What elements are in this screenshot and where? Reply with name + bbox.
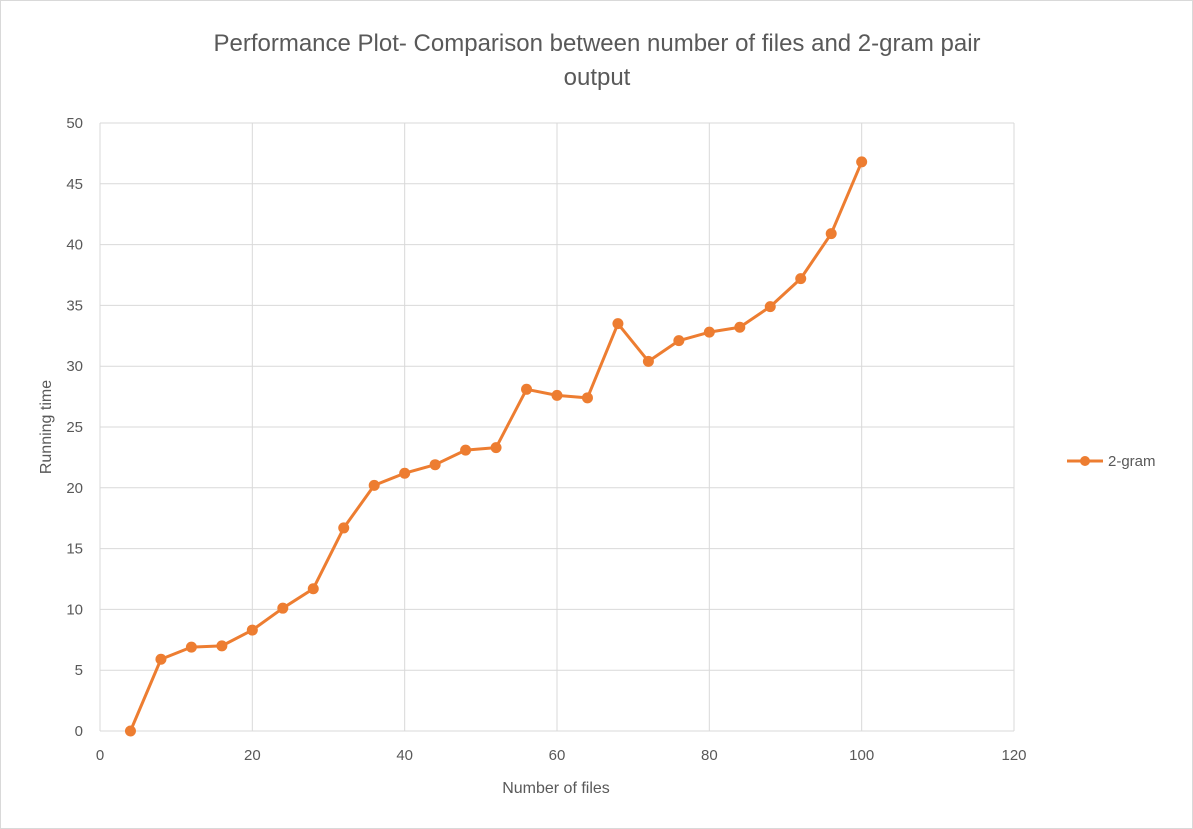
legend-marker-2-gram xyxy=(1080,456,1090,466)
x-tick-label: 20 xyxy=(244,747,261,764)
y-tick-label: 30 xyxy=(66,358,83,375)
data-point xyxy=(490,442,502,454)
data-point xyxy=(460,444,472,456)
x-axis-title: Number of files xyxy=(502,780,610,797)
data-point xyxy=(521,383,533,395)
data-point xyxy=(338,522,350,534)
data-point xyxy=(825,228,837,240)
legend-label-2-gram: 2-gram xyxy=(1108,453,1156,470)
data-point xyxy=(673,335,685,347)
data-point xyxy=(856,156,868,168)
x-tick-label: 0 xyxy=(96,747,104,764)
y-axis-title: Running time xyxy=(38,380,55,474)
y-tick-label: 15 xyxy=(66,541,83,558)
y-tick-label: 40 xyxy=(66,237,83,254)
y-tick-label: 25 xyxy=(66,419,83,436)
data-point xyxy=(368,479,380,491)
grid-lines xyxy=(99,122,1015,732)
x-tick-label: 100 xyxy=(849,747,874,764)
data-point xyxy=(277,602,289,614)
data-point xyxy=(246,624,258,636)
x-tick-label: 120 xyxy=(1001,747,1026,764)
y-tick-label: 35 xyxy=(66,297,83,314)
data-point xyxy=(307,583,319,595)
data-point xyxy=(764,301,776,313)
legend: 2-gram xyxy=(1067,453,1156,470)
data-point xyxy=(795,273,807,285)
y-tick-label: 10 xyxy=(66,601,83,618)
data-point xyxy=(185,641,197,653)
y-tick-label: 45 xyxy=(66,176,83,193)
data-point xyxy=(581,392,593,404)
chart-title-line-2: output xyxy=(564,64,631,91)
x-tick-label: 60 xyxy=(549,747,566,764)
data-point xyxy=(612,318,624,330)
data-point xyxy=(399,467,411,479)
x-tick-label: 40 xyxy=(396,747,413,764)
y-tick-label: 20 xyxy=(66,480,83,497)
y-tick-label: 50 xyxy=(66,115,83,132)
x-axis-ticks: 0 20 40 60 80 100 120 xyxy=(96,747,1027,764)
data-point xyxy=(642,355,654,367)
data-point xyxy=(734,321,746,333)
data-point xyxy=(155,653,167,665)
data-point xyxy=(216,640,228,652)
data-point xyxy=(551,389,563,401)
y-tick-label: 0 xyxy=(75,723,83,740)
x-tick-label: 80 xyxy=(701,747,718,764)
chart-title-line-1: Performance Plot- Comparison between num… xyxy=(213,30,980,57)
data-point xyxy=(703,326,715,338)
y-tick-label: 5 xyxy=(75,662,83,679)
y-axis-ticks: 0 5 10 15 20 25 30 35 40 45 50 xyxy=(66,115,83,740)
data-point xyxy=(124,725,136,737)
data-point xyxy=(429,459,441,471)
plot-area xyxy=(124,156,868,737)
